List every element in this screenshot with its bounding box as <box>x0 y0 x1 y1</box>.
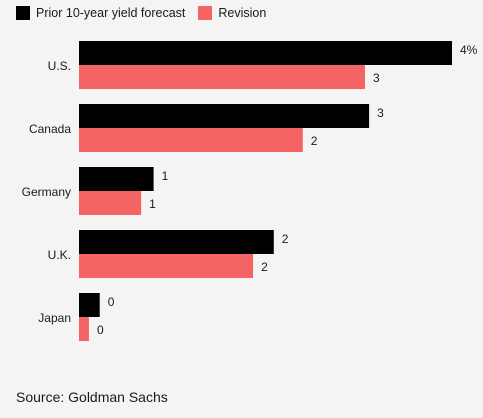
bar-revision-germany <box>79 191 142 215</box>
bar-revision-u-k <box>79 254 254 278</box>
value-label-prior-germany: 1 <box>162 169 169 183</box>
legend-swatch-prior <box>16 6 30 20</box>
value-label-revision-u-s: 3 <box>373 71 380 85</box>
bar-prior-u-s <box>79 41 452 65</box>
bar-prior-germany <box>79 167 154 191</box>
legend-item-prior: Prior 10-year yield forecast <box>16 6 185 20</box>
value-label-prior-u-k: 2 <box>282 232 289 246</box>
value-label-prior-japan: 0 <box>108 295 115 309</box>
value-label-revision-japan: 0 <box>97 323 104 337</box>
bar-revision-canada <box>79 128 303 152</box>
value-label-prior-u-s: 4% <box>460 43 478 57</box>
bar-prior-japan <box>79 293 100 317</box>
category-label-u-s: U.S. <box>48 59 71 73</box>
source-note: Source: Goldman Sachs <box>16 389 168 405</box>
value-label-prior-canada: 3 <box>377 106 384 120</box>
legend-label-prior: Prior 10-year yield forecast <box>36 6 186 20</box>
legend-label-revision: Revision <box>218 6 267 20</box>
bar-revision-u-s <box>79 65 365 89</box>
bar-prior-u-k <box>79 230 274 254</box>
value-label-revision-germany: 1 <box>149 197 156 211</box>
bar-revision-japan <box>79 317 89 341</box>
category-label-germany: Germany <box>22 185 71 199</box>
legend-swatch-revision <box>198 6 213 20</box>
value-label-revision-u-k: 2 <box>261 260 268 274</box>
category-label-u-k: U.K. <box>48 248 71 262</box>
category-label-canada: Canada <box>29 122 71 136</box>
legend-item-revision: Revision <box>198 6 266 20</box>
category-label-japan: Japan <box>38 311 71 325</box>
bar-prior-canada <box>79 104 370 128</box>
value-label-revision-canada: 2 <box>311 134 318 148</box>
chart-legend: Prior 10-year yield forecast Revision <box>16 5 279 21</box>
